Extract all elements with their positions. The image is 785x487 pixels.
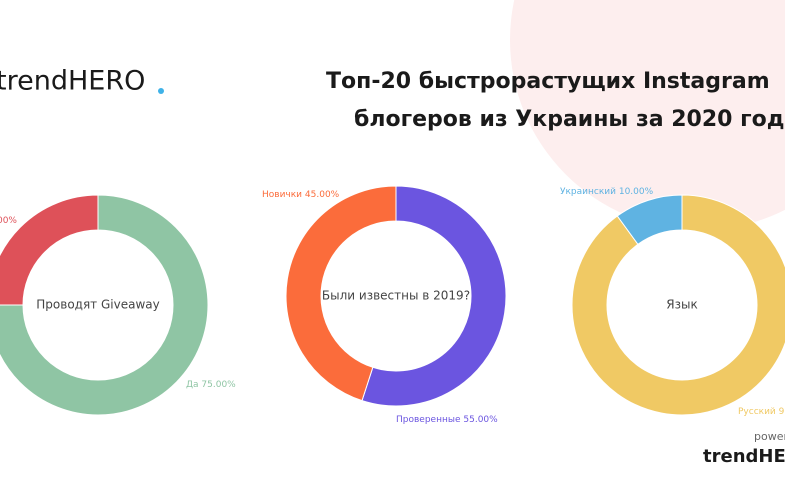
slice-value: 25.00%	[0, 216, 17, 226]
slice-label: Новички 45.00%	[262, 190, 340, 200]
title-line: блогеров из Украины за 2020 год	[354, 107, 785, 132]
slice-label: Русский 90.00%	[738, 407, 785, 417]
slice-label: Украинский 10.00%	[560, 187, 654, 197]
footer-logo: trendHERO	[703, 446, 785, 467]
background-blob	[510, 0, 785, 230]
title-line: Топ-20 быстрорастущих Instagram	[326, 69, 770, 94]
slice-category: Украинский	[560, 187, 616, 197]
logo-dot	[158, 88, 164, 94]
slice-label: Нет 25.00%	[0, 216, 17, 226]
donut-slice	[285, 185, 397, 402]
slice-value: 90.00%	[779, 407, 785, 417]
donut-slice	[361, 185, 507, 407]
donut-slice	[571, 194, 785, 416]
slice-category: Новички	[262, 190, 302, 200]
logo: trendHERO	[0, 66, 145, 97]
donut-title: Проводят Giveaway	[36, 298, 159, 312]
donut-slice	[0, 194, 99, 306]
donut-title: Были известны в 2019?	[322, 289, 470, 303]
slice-category: Русский	[738, 407, 776, 417]
donut-slice	[616, 194, 683, 246]
powered-by: powered by	[754, 430, 785, 443]
slice-value: 75.00%	[201, 380, 236, 390]
slice-label: Да 75.00%	[186, 380, 236, 390]
donut-title: Язык	[666, 298, 697, 312]
slice-value: 55.00%	[463, 415, 498, 425]
slice-label: Проверенные 55.00%	[396, 415, 498, 425]
slice-value: 45.00%	[305, 190, 340, 200]
slice-category: Да	[186, 380, 199, 390]
slice-value: 10.00%	[619, 187, 654, 197]
slice-category: Проверенные	[396, 415, 461, 425]
donut-slice	[0, 194, 209, 416]
